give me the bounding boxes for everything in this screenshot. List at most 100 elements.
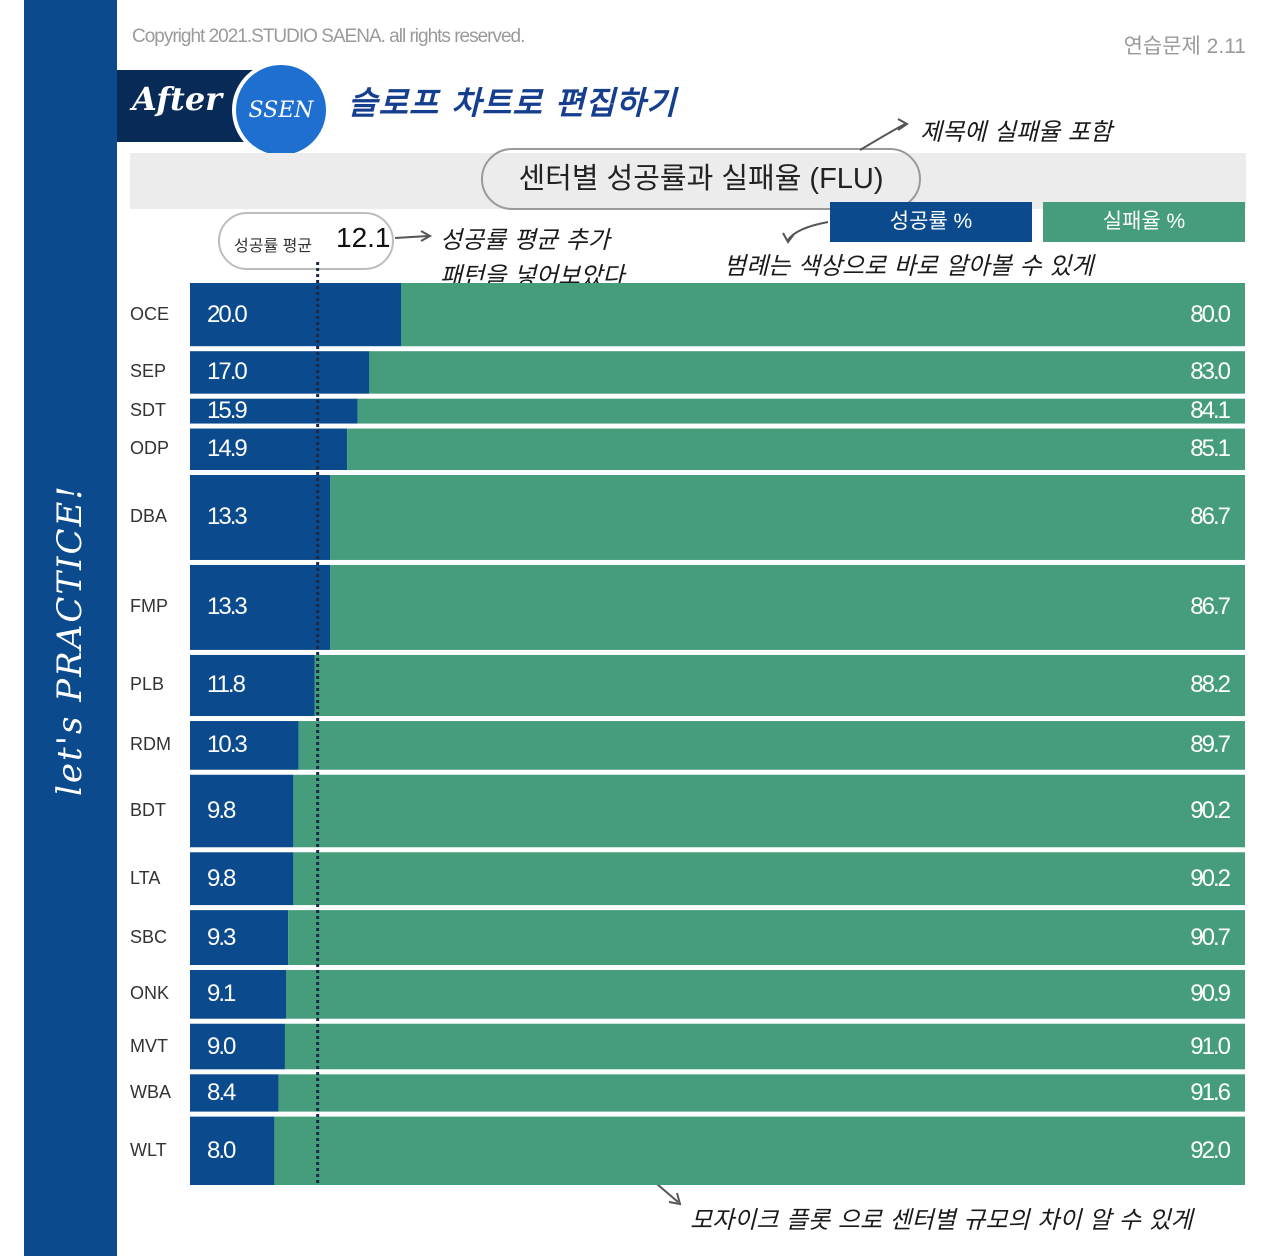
category-label: MVT — [130, 1035, 168, 1056]
bar-failure-wba — [278, 1074, 1245, 1112]
chart-title-highlight — [481, 148, 921, 210]
category-label: LTA — [130, 867, 161, 888]
bar-success-fmp — [190, 564, 331, 650]
legend-failure: 실패율 % — [1043, 202, 1245, 242]
category-label: WBA — [130, 1081, 172, 1102]
data-label-success: 17.0 — [207, 358, 248, 386]
title-note-arrow — [859, 123, 906, 151]
data-label-failure: 88.2 — [1190, 671, 1231, 699]
data-label-success: 9.3 — [207, 923, 236, 951]
average-value: 12.1 — [336, 222, 391, 253]
data-label-success: 13.3 — [207, 503, 248, 531]
category-label: RDM — [130, 734, 171, 755]
data-label-success: 8.4 — [207, 1078, 236, 1106]
category-label: SDT — [130, 400, 166, 421]
bar-failure-sbc — [288, 910, 1245, 966]
data-label-failure: 91.6 — [1190, 1078, 1231, 1106]
bar-success-plb — [190, 654, 315, 717]
data-label-failure: 80.0 — [1190, 300, 1231, 328]
exercise-number: 연습문제 2.11 — [1123, 35, 1246, 58]
data-label-success: 8.0 — [207, 1136, 236, 1164]
average-label: 성공률 평균 — [234, 238, 313, 255]
bar-failure-oce — [401, 283, 1245, 347]
bar-failure-sep — [369, 351, 1246, 394]
bar-failure-sdt — [357, 398, 1245, 424]
data-label-failure: 83.0 — [1190, 358, 1231, 386]
title-note: 제목에 실패율 포함 — [920, 118, 1112, 146]
data-label-failure: 89.7 — [1190, 731, 1231, 759]
bar-failure-mvt — [284, 1023, 1245, 1070]
bar-failure-bdt — [293, 774, 1245, 848]
bar-failure-lta — [293, 852, 1245, 906]
bar-success-mvt — [190, 1023, 285, 1070]
bar-success-lta — [190, 852, 294, 906]
category-label: BDT — [130, 800, 166, 820]
data-label-success: 14.9 — [207, 435, 248, 463]
legend-note: 범례는 색상으로 바로 알아볼 수 있게 — [724, 252, 1094, 280]
after-label: After — [132, 80, 223, 118]
copyright: Copyright 2021.STUDIO SAENA. all rights … — [132, 26, 525, 47]
data-label-failure: 91.0 — [1190, 1032, 1231, 1060]
data-label-success: 20.0 — [207, 300, 248, 328]
bar-success-onk — [190, 970, 287, 1019]
data-label-failure: 90.2 — [1190, 864, 1231, 892]
data-label-success: 15.9 — [207, 397, 248, 425]
category-label: FMP — [130, 596, 168, 617]
category-label: ONK — [130, 983, 170, 1004]
bar-success-wba — [190, 1074, 279, 1112]
bar-success-dba — [190, 474, 331, 560]
category-label: SEP — [130, 361, 167, 382]
bar-failure-odp — [347, 428, 1245, 470]
legend-note-arrow — [787, 221, 829, 241]
bar-success-bdt — [190, 774, 294, 848]
data-label-success: 9.8 — [207, 797, 236, 824]
ssen-label: SSEN — [248, 97, 314, 123]
category-label: SBC — [130, 926, 168, 947]
data-label-failure: 90.2 — [1190, 797, 1231, 824]
data-label-success: 13.3 — [207, 593, 248, 621]
data-label-failure: 90.7 — [1190, 923, 1231, 951]
category-label: ODP — [130, 438, 170, 459]
chart-title-band — [130, 153, 1246, 209]
data-label-failure: 84.1 — [1190, 397, 1231, 425]
data-label-failure: 85.1 — [1190, 435, 1231, 463]
bar-failure-wlt — [274, 1116, 1245, 1185]
chart-title: 센터별 성공률과 실패율 (FLU) — [518, 163, 884, 195]
mosaic-note: 모자이크 플롯 으로 센터별 규모의 차이 알 수 있게 — [690, 1206, 1193, 1234]
average-note-arrow — [394, 235, 429, 239]
category-label: DBA — [130, 506, 168, 527]
bar-failure-rdm — [298, 721, 1245, 770]
data-label-failure: 92.0 — [1190, 1136, 1231, 1164]
bar-success-odp — [190, 428, 348, 470]
bar-success-sdt — [190, 398, 358, 424]
average-highlight — [218, 212, 394, 270]
category-label: WLT — [130, 1139, 167, 1160]
legend-success-label: 성공률 % — [889, 210, 973, 233]
legend-failure-label: 실패율 % — [1102, 210, 1186, 233]
bar-success-rdm — [190, 721, 299, 770]
category-label: PLB — [130, 674, 165, 695]
data-label-success: 11.8 — [207, 671, 246, 699]
bar-success-wlt — [190, 1116, 275, 1185]
bar-success-sep — [190, 351, 370, 394]
page-heading: 슬로프 차트로 편집하기 — [348, 84, 677, 122]
data-label-success: 9.8 — [207, 864, 236, 892]
bar-failure-onk — [286, 970, 1245, 1019]
data-label-success: 9.1 — [207, 980, 236, 1008]
bar-failure-fmp — [330, 564, 1245, 650]
average-note-1: 성공률 평균 추가 — [440, 226, 610, 254]
data-label-failure: 86.7 — [1190, 593, 1231, 621]
bar-failure-dba — [330, 474, 1245, 560]
bar-success-sbc — [190, 910, 289, 966]
data-label-success: 10.3 — [207, 731, 248, 759]
bar-failure-plb — [314, 654, 1245, 717]
data-label-success: 9.0 — [207, 1032, 236, 1060]
legend-success: 성공률 % — [830, 202, 1032, 242]
bar-success-oce — [190, 283, 401, 347]
sidebar — [24, 0, 117, 1256]
data-label-failure: 90.9 — [1190, 980, 1231, 1008]
ssen-logo: SSEN — [232, 61, 330, 159]
category-label: OCE — [130, 303, 170, 324]
